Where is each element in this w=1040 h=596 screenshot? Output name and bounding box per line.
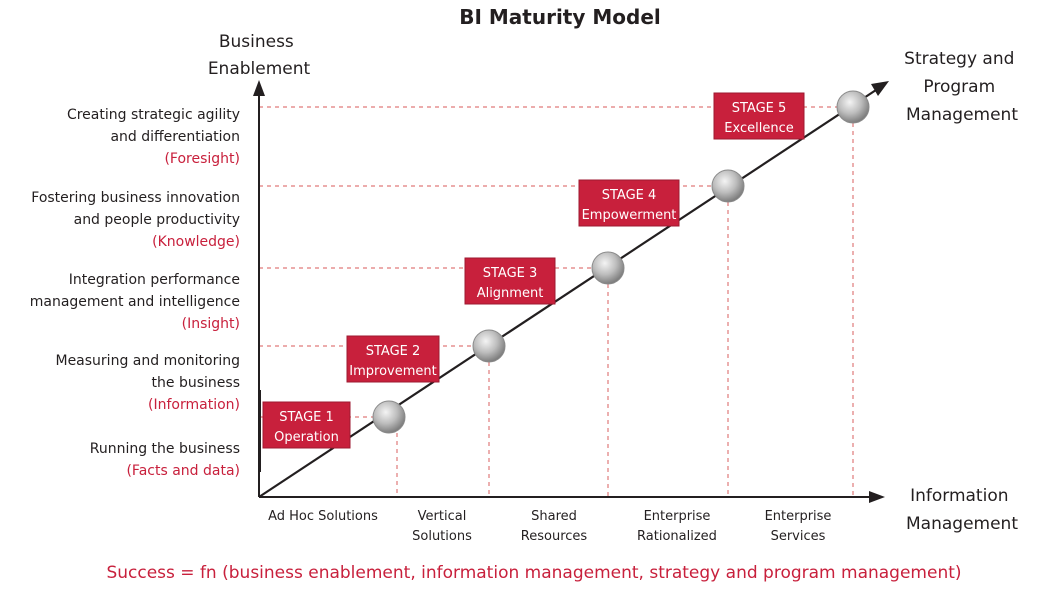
stage-3-box-bg — [464, 257, 556, 305]
y-axis-title: Business Enablement — [208, 32, 311, 79]
y-level-1-tag: (Foresight) — [164, 151, 240, 167]
x-axis-arrowhead — [869, 491, 885, 503]
y-axis-arrowhead — [253, 80, 265, 96]
x-category-3-line-1: Shared — [531, 509, 577, 524]
y-level-2: Fostering business innovation and people … — [31, 190, 240, 250]
y-level-4-tag: (Information) — [148, 397, 240, 413]
x-category-1-line-1: Ad Hoc Solutions — [268, 509, 378, 524]
stage-5-label: Excellence — [724, 121, 793, 136]
stage-1-box-bg — [262, 401, 351, 449]
x-category-5: Enterprise Services — [765, 509, 832, 544]
stage-1-name: STAGE 1 — [279, 410, 334, 425]
x-category-3-line-2: Resources — [521, 529, 588, 544]
stage-4-box: STAGE 4 Empowerment — [578, 179, 680, 227]
axes — [253, 80, 889, 503]
stage-2-name: STAGE 2 — [366, 344, 421, 359]
y-level-5: Running the business (Facts and data) — [90, 441, 240, 479]
y-level-3: Integration performance management and in… — [30, 272, 240, 332]
y-level-1: Creating strategic agility and differenti… — [67, 107, 240, 167]
x-axis-categories: Ad Hoc Solutions Vertical Solutions Shared R… — [268, 509, 831, 544]
y-level-2-line-1: Fostering business innovation — [31, 190, 240, 206]
stage-5-marker — [836, 90, 870, 124]
x-axis-title-line-2: Management — [906, 514, 1018, 534]
stage-4-marker — [711, 169, 745, 203]
y-level-5-tag: (Facts and data) — [126, 463, 240, 479]
x-category-4-line-2: Rationalized — [637, 529, 717, 544]
stage-5-box: STAGE 5 Excellence — [713, 92, 805, 140]
strategy-label-line-2: Program — [923, 77, 995, 97]
y-axis-title-line-2: Enablement — [208, 59, 311, 79]
x-category-5-line-2: Services — [771, 529, 826, 544]
stage-3-box: STAGE 3 Alignment — [464, 257, 556, 305]
success-formula: Success = fn (business enablement, infor… — [106, 563, 961, 583]
strategy-label-line-1: Strategy and — [904, 49, 1014, 69]
y-axis-title-line-1: Business — [219, 32, 294, 52]
diagram-title: BI Maturity Model — [459, 5, 661, 29]
stage-1-label: Operation — [274, 430, 339, 445]
x-axis-title: Information Management — [906, 486, 1018, 534]
y-level-3-tag: (Insight) — [182, 316, 240, 332]
x-category-4-line-1: Enterprise — [644, 509, 711, 524]
y-level-3-line-2: management and intelligence — [30, 294, 240, 310]
y-level-3-line-1: Integration performance — [69, 272, 240, 288]
y-level-2-line-2: and people productivity — [74, 212, 240, 228]
x-category-2-line-2: Solutions — [412, 529, 472, 544]
x-category-5-line-1: Enterprise — [765, 509, 832, 524]
diagonal-arrowhead — [871, 81, 889, 96]
stage-1-box: STAGE 1 Operation — [262, 401, 351, 449]
y-level-1-line-1: Creating strategic agility — [67, 107, 240, 123]
stage-markers — [372, 90, 870, 434]
stage-5-box-bg — [713, 92, 805, 140]
stage-2-box: STAGE 2 Improvement — [346, 335, 440, 383]
stage-2-box-bg — [346, 335, 440, 383]
stage-4-box-bg — [578, 179, 680, 227]
y-level-4-line-2: the business — [152, 375, 240, 391]
y-level-2-tag: (Knowledge) — [152, 234, 240, 250]
y-level-1-line-2: and differentiation — [110, 129, 240, 145]
stage-4-name: STAGE 4 — [602, 188, 657, 203]
x-category-3: Shared Resources — [521, 509, 588, 544]
strategy-label-line-3: Management — [906, 105, 1018, 125]
stage-2-marker — [472, 329, 506, 363]
x-category-2: Vertical Solutions — [412, 509, 472, 544]
maturity-diagonal-line — [258, 89, 877, 498]
stage-1-marker — [372, 400, 406, 434]
y-level-4-line-1: Measuring and monitoring — [55, 353, 240, 369]
x-category-1: Ad Hoc Solutions — [268, 509, 378, 524]
stage-3-label: Alignment — [477, 286, 544, 301]
stage-3-name: STAGE 3 — [483, 266, 538, 281]
stage-3-marker — [591, 251, 625, 285]
x-axis-title-line-1: Information — [910, 486, 1008, 506]
x-category-2-line-1: Vertical — [418, 509, 467, 524]
y-axis-levels: Creating strategic agility and differenti… — [30, 107, 240, 479]
x-category-4: Enterprise Rationalized — [637, 509, 717, 544]
y-level-4: Measuring and monitoring the business (Inf… — [55, 353, 240, 413]
stage-4-label: Empowerment — [582, 208, 677, 223]
strategy-program-label: Strategy and Program Management — [904, 49, 1020, 125]
y-level-5-line-1: Running the business — [90, 441, 240, 457]
stage-2-label: Improvement — [349, 364, 436, 379]
stage-5-name: STAGE 5 — [732, 101, 787, 116]
